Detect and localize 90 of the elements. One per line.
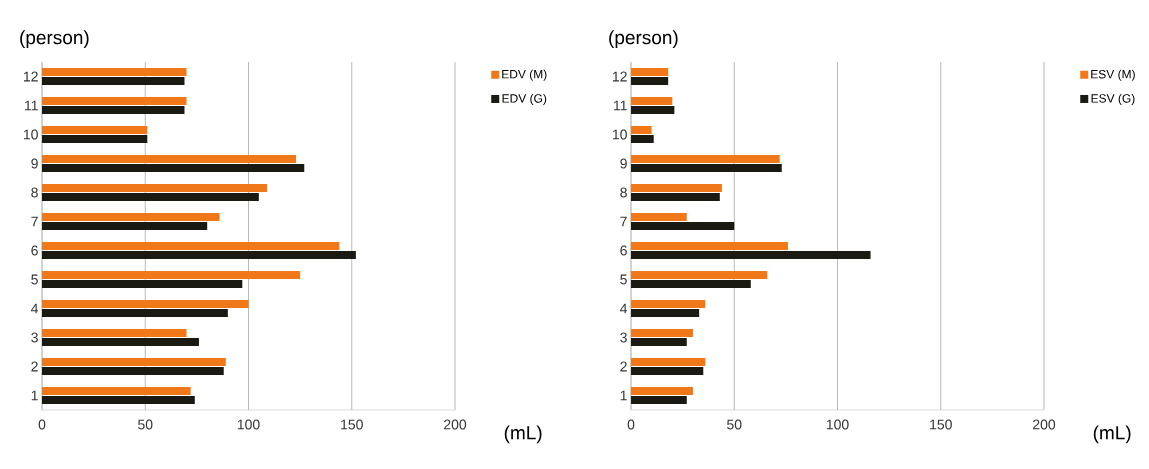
bar [42, 338, 199, 346]
bar [631, 251, 871, 259]
x-tick-label: 200 [1033, 419, 1056, 430]
bar [42, 358, 226, 366]
bar [631, 77, 669, 85]
y-tick-label: 4 [31, 303, 39, 314]
bar [631, 213, 687, 221]
x-axis-title: (mL) [504, 425, 542, 444]
bar [42, 387, 191, 395]
bar [42, 251, 356, 259]
legend-label: ESV (M) [1091, 69, 1135, 81]
y-tick-label: 4 [620, 303, 628, 314]
x-tick-label: 100 [237, 419, 260, 430]
y-tick-label: 6 [31, 245, 38, 256]
y-tick-label: 7 [620, 216, 627, 227]
y-tick-label: 3 [620, 332, 627, 343]
x-tick-label: 150 [341, 419, 363, 430]
bar [42, 135, 148, 143]
bar [631, 338, 687, 346]
x-axis-title: (mL) [1093, 425, 1131, 444]
x-tick-label: 50 [727, 419, 742, 430]
bar [631, 309, 700, 317]
y-tick-label: 6 [620, 245, 627, 256]
x-tick-label: 100 [826, 419, 849, 430]
bar [42, 280, 243, 288]
bar [631, 300, 706, 308]
bar [42, 155, 296, 163]
y-tick-label: 2 [31, 361, 38, 372]
bar [631, 135, 654, 143]
y-tick-label: 11 [25, 100, 38, 111]
bar [42, 242, 340, 250]
bar [631, 329, 693, 337]
x-tick-label: 50 [138, 419, 153, 430]
bar [42, 213, 220, 221]
bar [631, 126, 652, 134]
bar [631, 155, 780, 163]
bar [42, 193, 259, 201]
legend-label: EDV (G) [502, 93, 547, 106]
bar [631, 367, 704, 375]
bar [42, 329, 187, 337]
y-tick-label: 12 [612, 71, 627, 82]
bar [42, 396, 195, 404]
bar [42, 300, 249, 308]
bar [631, 242, 788, 250]
bar [631, 184, 722, 192]
bar [631, 387, 693, 395]
y-tick-label: 7 [31, 216, 38, 227]
y-tick-label: 5 [620, 274, 627, 285]
y-tick-label: 3 [31, 332, 38, 343]
y-tick-label: 5 [31, 274, 38, 285]
bar [42, 367, 224, 375]
bar [42, 68, 187, 76]
bar [42, 164, 305, 172]
bar [42, 271, 301, 279]
y-axis-title: (person) [20, 30, 89, 49]
y-tick-label: 9 [31, 158, 38, 169]
bar [631, 222, 735, 230]
x-tick-label: 0 [627, 419, 635, 430]
bar [631, 164, 782, 172]
bar [42, 309, 228, 317]
y-tick-label: 11 [614, 100, 627, 111]
bar [631, 97, 673, 105]
legend-label: EDV (M) [502, 69, 547, 81]
y-axis-title: (person) [609, 30, 678, 49]
bar [631, 193, 720, 201]
bar [631, 280, 751, 288]
bar [631, 271, 768, 279]
bar [42, 126, 148, 134]
bar [631, 106, 675, 114]
y-tick-label: 12 [23, 71, 38, 82]
bar [631, 358, 706, 366]
bar [42, 222, 208, 230]
y-tick-label: 9 [620, 158, 627, 169]
legend-label: ESV (G) [1091, 93, 1135, 106]
x-tick-label: 200 [444, 419, 467, 430]
bar [631, 396, 687, 404]
bar [42, 77, 185, 85]
y-tick-label: 1 [620, 390, 627, 401]
y-tick-label: 1 [31, 390, 38, 401]
bar [42, 106, 185, 114]
y-tick-label: 2 [620, 361, 627, 372]
y-tick-label: 8 [620, 187, 627, 198]
bar [631, 68, 669, 76]
y-tick-label: 10 [23, 129, 38, 140]
bar [42, 97, 187, 105]
x-tick-label: 150 [930, 419, 952, 430]
y-tick-label: 8 [31, 187, 38, 198]
bar [42, 184, 268, 192]
x-tick-label: 0 [38, 419, 46, 430]
y-tick-label: 10 [612, 129, 627, 140]
